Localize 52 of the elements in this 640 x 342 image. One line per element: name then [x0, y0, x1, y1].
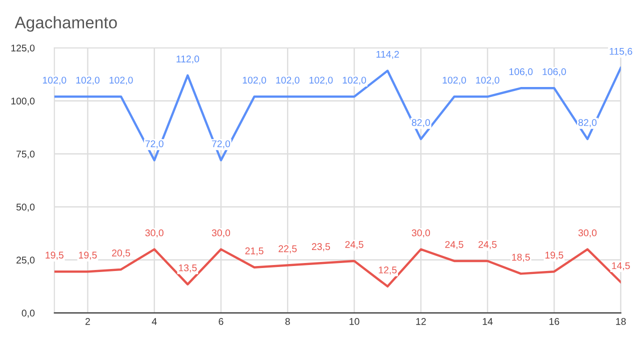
data-label: 30,0	[212, 229, 230, 238]
data-label: 102,0	[110, 76, 133, 85]
data-label: 106,0	[509, 68, 533, 76]
data-label: 102,0	[276, 76, 300, 85]
data-label: 102,0	[242, 76, 266, 85]
data-label: 30,0	[412, 229, 430, 238]
data-label: 19,5	[79, 252, 97, 260]
x-tick-label: 12	[416, 318, 426, 325]
data-label: 19,5	[46, 252, 64, 260]
data-label: 115,6	[610, 48, 632, 56]
x-tick-label: 10	[350, 318, 360, 325]
x-tick-label: 2	[86, 318, 90, 325]
y-tick-label: 50,0	[16, 204, 35, 212]
data-label: 30,0	[145, 229, 164, 238]
data-label: 112,0	[176, 56, 200, 64]
data-label: 114,2	[376, 50, 399, 59]
x-tick-label: 14	[482, 318, 493, 325]
data-label: 24,5	[478, 241, 497, 250]
y-tick-label: 75,0	[16, 150, 35, 159]
y-tick-label: 125,0	[11, 44, 35, 53]
data-label: 22,5	[278, 245, 297, 254]
data-label: 24,5	[345, 241, 364, 250]
data-label: 19,5	[545, 252, 564, 260]
y-tick-label: 0,0	[22, 310, 35, 318]
data-label: 20,5	[112, 250, 130, 258]
data-label: 102,0	[310, 76, 333, 85]
x-tick-label: 6	[218, 318, 224, 325]
x-tick-label: 16	[550, 318, 560, 325]
data-label: 102,0	[442, 76, 466, 85]
data-label: 72,0	[212, 140, 230, 148]
y-tick-label: 100,0	[11, 98, 35, 106]
data-label: 24,5	[445, 241, 464, 250]
data-label: 21,5	[245, 247, 264, 256]
data-label: 82,0	[578, 119, 597, 128]
data-label: 106,0	[542, 68, 566, 76]
data-label: 102,0	[76, 76, 100, 85]
x-tick-label: 8	[285, 318, 290, 325]
data-label: 18,5	[512, 254, 530, 262]
x-tick-label: 4	[152, 318, 157, 325]
chart-title: Agachamento	[14, 16, 117, 32]
data-label: 102,0	[476, 76, 500, 85]
data-label: 23,5	[312, 243, 330, 252]
data-label: 102,0	[342, 76, 366, 85]
data-label: 13,5	[178, 264, 197, 272]
data-label: 82,0	[412, 119, 430, 128]
data-label: 102,0	[42, 76, 66, 85]
x-tick-label: 18	[616, 318, 626, 325]
data-label: 12,5	[378, 266, 397, 275]
data-label: 14,5	[612, 262, 630, 270]
data-label: 30,0	[578, 229, 597, 238]
y-tick-label: 25,0	[16, 256, 35, 265]
data-label: 72,0	[145, 140, 164, 148]
